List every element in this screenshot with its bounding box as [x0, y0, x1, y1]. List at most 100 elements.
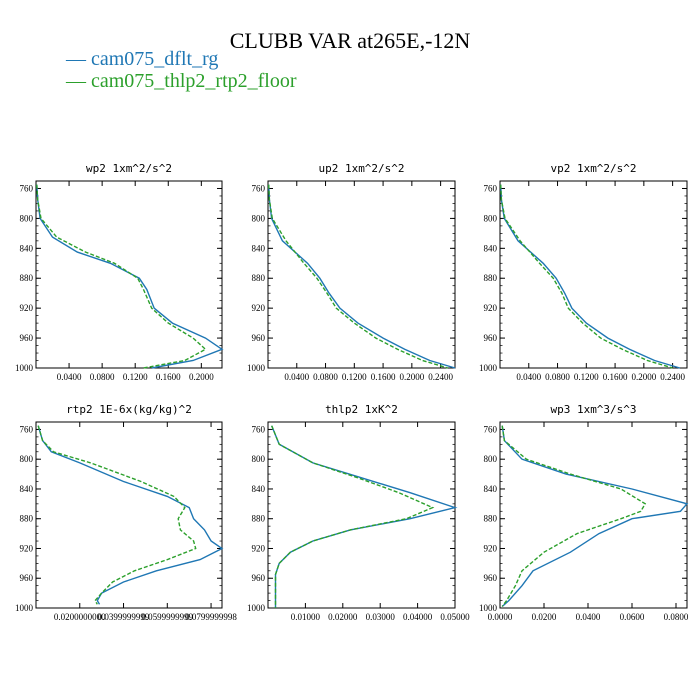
series-line-floor	[500, 184, 673, 369]
panel-3: vp2 1xm^2/s^2 760 800 840 880 920 960 1000 0.040…	[479, 162, 688, 382]
series-line-floor	[37, 425, 197, 605]
x-tick-label: 0.0399999999	[98, 612, 150, 622]
x-tick-label: 0.05000	[440, 612, 470, 622]
y-tick-label: 920	[20, 303, 34, 313]
y-tick-label: 800	[20, 454, 34, 464]
y-tick-label: 800	[484, 454, 498, 464]
series-line-dflt	[36, 184, 224, 369]
panel-title: wp2 1xm^2/s^2	[86, 162, 172, 175]
series-line-floor	[271, 425, 435, 608]
figure-title: CLUBB VAR at265E,-12N	[229, 28, 471, 53]
x-tick-label: 0.1200	[574, 372, 599, 382]
x-tick-label: 0.0600	[620, 612, 645, 622]
y-tick-label: 960	[252, 573, 266, 583]
panel-title: rtp2 1E-6x(kg/kg)^2	[66, 403, 192, 416]
series-line-dflt	[268, 184, 456, 369]
plot-frame	[499, 180, 688, 369]
y-tick-label: 920	[484, 543, 498, 553]
x-tick-label: 0.1600	[371, 372, 396, 382]
y-tick-label: 840	[484, 484, 498, 494]
x-tick-label: 0.0400	[576, 612, 601, 622]
panel-title: up2 1xm^2/s^2	[318, 162, 404, 175]
y-tick-label: 880	[20, 514, 34, 524]
y-tick-label: 800	[252, 213, 266, 223]
y-tick-label: 880	[20, 273, 34, 283]
y-tick-label: 840	[20, 484, 34, 494]
legend-label: cam075_thlp2_rtp2_floor	[91, 70, 297, 92]
plot-frame	[499, 421, 688, 609]
y-tick-label: 1000	[247, 603, 266, 613]
x-tick-label: 0.0400	[516, 372, 541, 382]
legend-label: cam075_dflt_rg	[91, 48, 219, 70]
panel-1: wp2 1xm^2/s^2 760 800 840 880 920 960 1000 0.040…	[15, 162, 224, 382]
x-tick-label: 0.0400	[284, 372, 309, 382]
x-tick-label: 0.1600	[603, 372, 628, 382]
y-tick-label: 960	[20, 333, 34, 343]
series-line-dflt	[37, 425, 224, 605]
x-tick-label: 0.1600	[156, 372, 181, 382]
y-tick-label: 1000	[479, 363, 498, 373]
y-tick-label: 920	[252, 543, 266, 553]
y-tick-label: 920	[20, 543, 34, 553]
series-line-floor	[36, 184, 207, 369]
x-tick-label: 0.0799999998	[185, 612, 237, 622]
y-tick-label: 800	[484, 213, 498, 223]
x-tick-label: 0.1200	[123, 372, 148, 382]
y-tick-label: 1000	[479, 603, 498, 613]
y-tick-label: 880	[484, 514, 498, 524]
y-tick-label: 800	[252, 454, 266, 464]
panel-title: wp3 1xm^3/s^3	[550, 403, 636, 416]
panel-title: thlp2 1xK^2	[325, 403, 398, 416]
x-tick-label: 0.0000	[488, 612, 513, 622]
y-tick-label: 960	[20, 573, 34, 583]
series-line-dflt	[271, 425, 458, 608]
x-tick-label: 0.2000	[631, 372, 656, 382]
series-line-dflt	[500, 184, 680, 369]
x-tick-label: 0.2400	[660, 372, 685, 382]
panel-title: vp2 1xm^2/s^2	[550, 162, 636, 175]
legend-item-dflt: — cam075_dflt_rg	[66, 48, 218, 71]
x-tick-label: 0.0200	[532, 612, 557, 622]
x-tick-label: 0.2400	[428, 372, 453, 382]
y-tick-label: 1000	[247, 363, 266, 373]
x-tick-label: 0.0800	[664, 612, 689, 622]
y-tick-label: 760	[20, 424, 34, 434]
y-tick-label: 880	[252, 273, 266, 283]
x-tick-label: 0.0599999999	[141, 612, 193, 622]
x-tick-label: 0.0800	[545, 372, 570, 382]
panel-4: rtp2 1E-6x(kg/kg)^2 760 800 840 880 920 960 100…	[15, 403, 237, 622]
x-tick-label: 0.0800	[313, 372, 338, 382]
panel-2: up2 1xm^2/s^2 760 800 840 880 920 960 1000 0.040…	[247, 162, 456, 382]
legend-dash-glyph: —	[66, 70, 91, 92]
x-tick-label: 0.01000	[291, 612, 321, 622]
x-tick-label: 0.2000	[189, 372, 214, 382]
panel-6: wp3 1xm^3/s^3 760 800 840 880 920 960 10000.000…	[479, 403, 689, 622]
y-tick-label: 760	[484, 183, 498, 193]
series-line-floor	[501, 425, 647, 607]
plot-frame	[35, 180, 223, 369]
x-tick-label: 0.04000	[403, 612, 433, 622]
series-line-floor	[268, 184, 448, 369]
plot-frame	[35, 421, 223, 609]
y-tick-label: 1000	[15, 603, 34, 613]
y-tick-label: 880	[484, 273, 498, 283]
legend-item-floor: — cam075_thlp2_rtp2_floor	[66, 70, 297, 93]
legend-dash-glyph: —	[66, 48, 91, 70]
y-tick-label: 920	[484, 303, 498, 313]
x-tick-label: 0.0200000000	[54, 612, 106, 622]
y-tick-label: 760	[252, 424, 266, 434]
x-tick-label: 0.2000	[399, 372, 424, 382]
y-tick-label: 840	[252, 484, 266, 494]
y-tick-label: 960	[252, 333, 266, 343]
plot-frame	[267, 180, 456, 369]
x-tick-label: 0.0400	[57, 372, 82, 382]
series-line-dflt	[501, 425, 689, 608]
y-tick-label: 760	[484, 424, 498, 434]
x-tick-label: 0.02000	[328, 612, 358, 622]
y-tick-label: 840	[252, 243, 266, 253]
y-tick-label: 840	[20, 243, 34, 253]
y-tick-label: 880	[252, 514, 266, 524]
y-tick-label: 840	[484, 243, 498, 253]
y-tick-label: 960	[484, 333, 498, 343]
